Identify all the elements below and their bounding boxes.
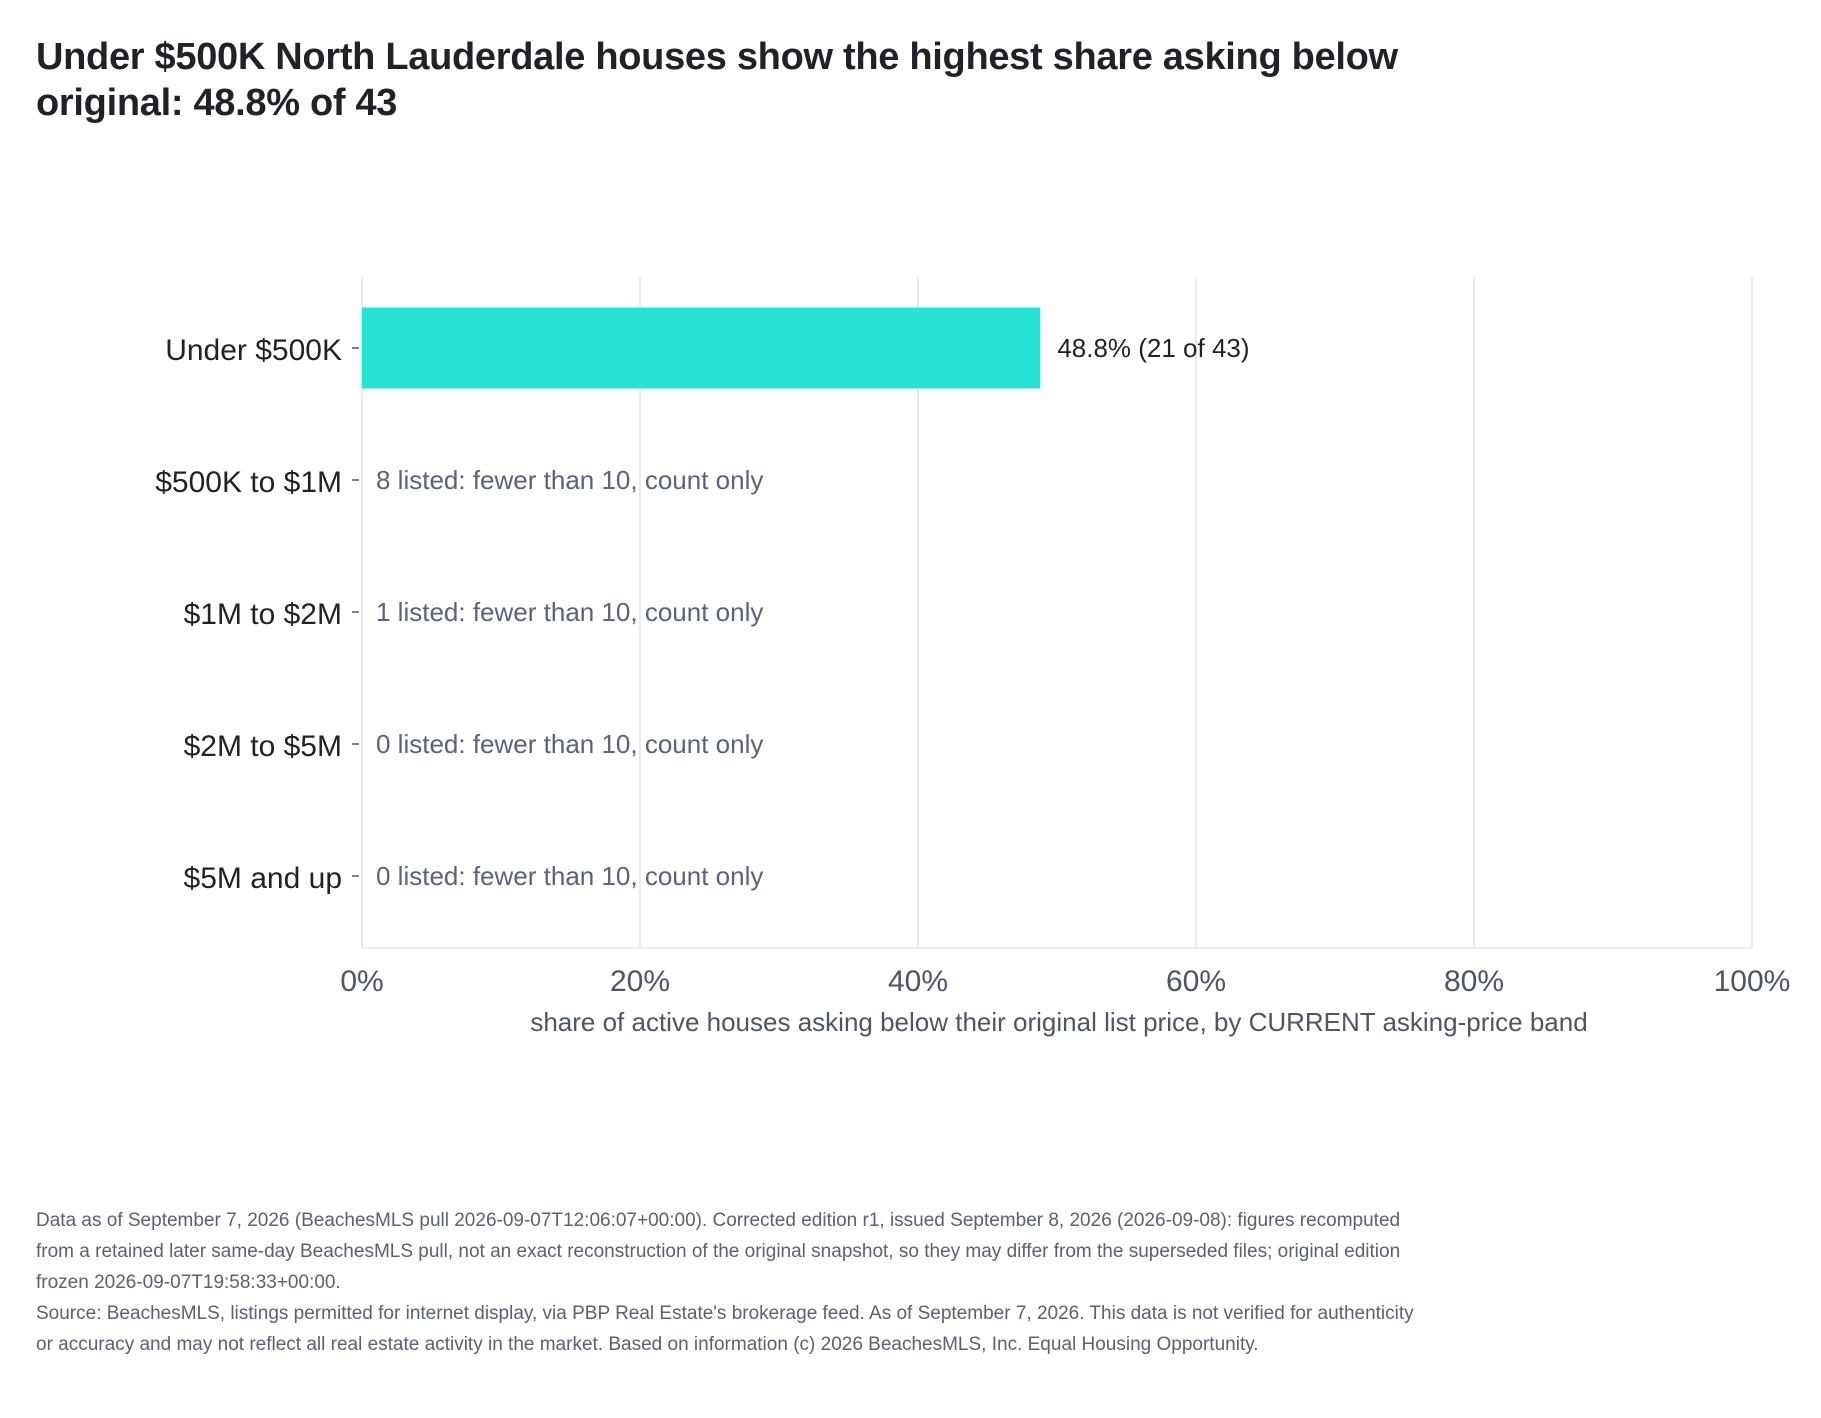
x-tick-label: 100% — [1714, 965, 1791, 998]
bar-label: 48.8% (21 of 43) — [1057, 333, 1249, 363]
x-tick-label: 40% — [888, 965, 948, 998]
source-note: Source: BeachesMLS, listings permitted f… — [36, 1303, 1414, 1355]
bars: 48.8% (21 of 43) 8 listed: fewer than 10,… — [362, 307, 1250, 891]
bar-label: 8 listed: fewer than 10, count only — [376, 465, 763, 495]
bar-label: 1 listed: fewer than 10, count only — [376, 597, 763, 627]
y-tick-label: $1M to $2M — [184, 598, 342, 631]
bar-chart: 48.8% (21 of 43) 8 listed: fewer than 10,… — [155, 277, 1791, 1037]
bar — [362, 307, 1041, 389]
data-note: Data as of September 7, 2026 (BeachesMLS… — [36, 1210, 1401, 1293]
x-axis-title: share of active houses asking below thei… — [530, 1007, 1587, 1037]
x-axis: 0% 20% 40% 60% 80% 100% — [340, 947, 1791, 998]
y-axis: Under $500K $500K to $1M $1M to $2M $2M to … — [155, 334, 359, 895]
x-tick-label: 60% — [1166, 965, 1226, 998]
chart-title: Under $500K North Lauderdale houses show… — [36, 36, 1398, 124]
y-tick-label: $5M and up — [184, 862, 342, 895]
bar-label: 0 listed: fewer than 10, count only — [376, 861, 763, 891]
y-tick-label: Under $500K — [165, 334, 342, 367]
bar-label: 0 listed: fewer than 10, count only — [376, 729, 763, 759]
gridlines — [361, 277, 1753, 948]
x-tick-label: 20% — [610, 965, 670, 998]
x-tick-label: 80% — [1444, 965, 1504, 998]
footnotes: Data as of September 7, 2026 (BeachesMLS… — [36, 1205, 1416, 1360]
y-tick-label: $2M to $5M — [184, 730, 342, 763]
x-tick-label: 0% — [340, 965, 383, 998]
y-tick-label: $500K to $1M — [155, 466, 342, 499]
